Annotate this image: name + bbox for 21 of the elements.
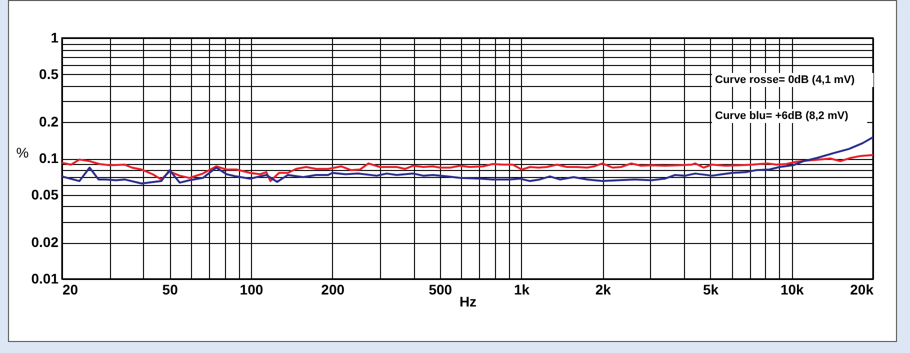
y-tick-label: 0.05 xyxy=(31,186,59,202)
annotation: Curve rosse= 0dB (4,1 mV) xyxy=(715,74,856,86)
x-tick-label: 200 xyxy=(321,282,345,298)
x-tick-label: 10k xyxy=(780,282,804,298)
x-tick-label: 5k xyxy=(702,282,719,298)
annotation: Curve blu= +6dB (8,2 mV) xyxy=(715,110,849,122)
y-tick-label: 1 xyxy=(50,30,59,46)
x-tick-label: 500 xyxy=(428,282,452,298)
x-tick-label: 100 xyxy=(240,282,264,298)
y-axis-title: % xyxy=(16,144,29,160)
y-tick-label: 0.5 xyxy=(39,66,59,82)
y-tick-label: 0.02 xyxy=(31,234,59,250)
x-axis-title: Hz xyxy=(459,294,477,310)
x-tick-label: 50 xyxy=(162,282,178,298)
y-tick-label: 0.01 xyxy=(31,270,59,286)
x-tick-label: 2k xyxy=(595,282,612,298)
y-tick-label: 0.2 xyxy=(39,114,59,130)
x-tick-label: 20 xyxy=(62,282,78,298)
y-tick-label: 0.1 xyxy=(39,150,59,166)
x-tick-label: 20k xyxy=(850,282,874,298)
x-tick-label: 1k xyxy=(514,282,530,298)
